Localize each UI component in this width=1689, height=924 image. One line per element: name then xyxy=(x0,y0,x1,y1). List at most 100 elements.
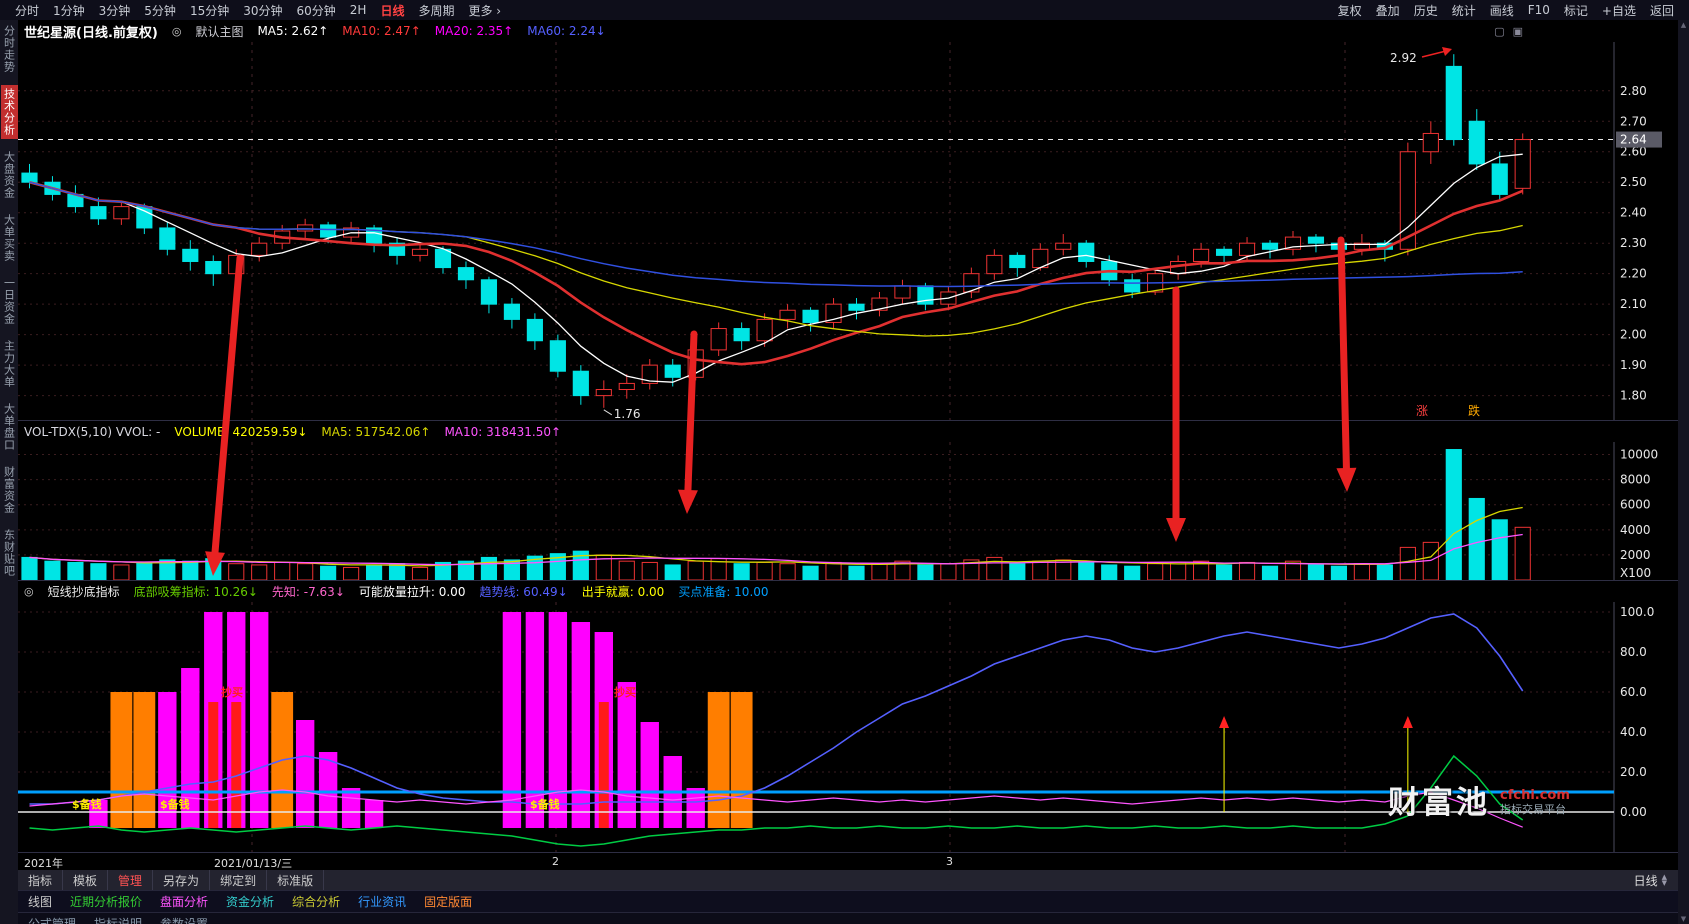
period-menu: 分时 1分钟 3分钟 5分钟 15分钟 30分钟 60分钟 2H 日线 多周期 更多 › xyxy=(8,2,508,19)
right-scrollbar[interactable]: ▲ ▼ xyxy=(1678,20,1689,924)
svg-text:涨: 涨 xyxy=(1416,403,1428,418)
overlay-indicator-icon[interactable]: ◎ xyxy=(171,24,182,38)
period-menu-item[interactable]: 5分钟 xyxy=(144,3,176,18)
svg-text:1.80: 1.80 xyxy=(1620,389,1647,403)
tab-item[interactable]: 绑定到 xyxy=(210,870,268,890)
tab-item[interactable]: 标准版 xyxy=(267,870,325,890)
period-menu-item[interactable]: 15分钟 xyxy=(189,3,230,18)
volume-legend: VOLUME: 420259.59↓ MA5: 517542.06↑ MA10: 3… xyxy=(174,425,561,439)
period-menu-item[interactable]: 60分钟 xyxy=(296,3,336,18)
date-axis[interactable]: 2021年 2021/01/13/三 2 3 xyxy=(18,852,1689,870)
svg-text:2.40: 2.40 xyxy=(1620,206,1647,220)
svg-text:2.10: 2.10 xyxy=(1620,297,1647,311)
toolbar-item[interactable]: 标记 xyxy=(1563,3,1588,18)
ma-legend: MA5: 2.62↑ MA10: 2.47↑ MA20: 2.35↑ MA60: 2.… xyxy=(257,24,605,38)
sidebar-item[interactable]: 大单盘口 xyxy=(2,403,16,451)
svg-text:抄买: 抄买 xyxy=(221,685,243,699)
toolbar-item[interactable]: 画线 xyxy=(1489,3,1514,18)
sidebar-item[interactable]: 大单买卖 xyxy=(2,214,16,262)
maximize-pane-icon[interactable]: ▣ xyxy=(1512,24,1523,38)
period-menu-item[interactable]: 1分钟 xyxy=(53,3,85,18)
period-widget-label: 日线 xyxy=(1633,873,1658,888)
tab-item[interactable]: 指标 xyxy=(18,870,64,890)
toolbar-item[interactable]: 统计 xyxy=(1451,3,1476,18)
toolbar-item[interactable]: F10 xyxy=(1527,3,1550,17)
svg-text:10000: 10000 xyxy=(1620,448,1658,462)
status-link[interactable]: 参数设置 xyxy=(160,917,209,924)
spinner-down-icon[interactable]: ▼ xyxy=(1661,879,1667,887)
svg-text:$备钱: $备钱 xyxy=(72,797,102,811)
stock-title: 世纪星源(日线.前复权) xyxy=(24,25,158,41)
svg-text:2.60: 2.60 xyxy=(1620,145,1647,159)
scroll-down-icon[interactable]: ▼ xyxy=(1680,915,1687,923)
svg-text:8000: 8000 xyxy=(1620,473,1651,487)
volume-indicator-name[interactable]: VOL-TDX(5,10) VVOL: - xyxy=(24,424,161,439)
indicator-chart-canvas[interactable]: 100.0 80.0 60.0 40.0 20.0 0.00 $备钱 $备钱 $备钱 抄买 抄买 xyxy=(18,602,1689,852)
svg-text:2000: 2000 xyxy=(1620,548,1651,562)
period-menu-item[interactable]: 2H xyxy=(349,3,367,17)
sidebar-item[interactable]: 东财贴吧 xyxy=(2,529,16,577)
indicator-legend-item: 出手就赢: 0.00 xyxy=(581,585,665,599)
spinner-up-icon[interactable]: ▲ xyxy=(1661,873,1667,881)
bottom-tab-bar: 指标 模板 管理 另存为 绑定到 标准版 日线 ▲ ▼ xyxy=(18,870,1689,890)
period-menu-item[interactable]: 分时 xyxy=(15,3,40,18)
sidebar-item[interactable]: 主力大单 xyxy=(2,340,16,388)
sidebar-item[interactable]: 一日资金 xyxy=(2,277,16,325)
svg-text:40.0: 40.0 xyxy=(1620,725,1647,739)
status-link[interactable]: 综合分析 xyxy=(292,895,341,909)
svg-text:2.70: 2.70 xyxy=(1620,114,1647,128)
period-menu-item[interactable]: 更多 › xyxy=(468,3,502,18)
scroll-up-icon[interactable]: ▲ xyxy=(1680,21,1687,29)
svg-text:X100: X100 xyxy=(1620,566,1651,580)
status-link[interactable]: 行业资讯 xyxy=(358,895,407,909)
tab-item[interactable]: 管理 xyxy=(108,870,154,890)
toolbar-item[interactable]: 返回 xyxy=(1649,3,1674,18)
status-link[interactable]: 固定版面 xyxy=(424,895,473,909)
restore-pane-icon[interactable]: ▢ xyxy=(1494,24,1505,38)
indicator-name[interactable]: 短线抄底指标 xyxy=(47,585,120,599)
volume-chart-canvas[interactable]: 10000 8000 6000 4000 2000 X100 xyxy=(18,442,1689,580)
sidebar-item[interactable]: 技术分析 xyxy=(0,85,18,139)
tab-item[interactable]: 模板 xyxy=(63,870,109,890)
indicator-legend-item: 买点准备: 10.00 xyxy=(678,585,769,599)
clipped-bottom-bar: 公式管理 指标说明 参数设置 xyxy=(18,912,1689,924)
status-link[interactable]: 盘面分析 xyxy=(160,895,209,909)
indicator-icon[interactable]: ◎ xyxy=(24,585,34,598)
sidebar-item[interactable]: 财富资金 xyxy=(2,466,16,514)
status-link[interactable]: 近期分析报价 xyxy=(70,895,143,909)
svg-text:2.92: 2.92 xyxy=(1390,51,1417,65)
period-widget[interactable]: 日线 ▲ ▼ xyxy=(1634,872,1667,889)
period-spinner[interactable]: ▲ ▼ xyxy=(1661,873,1667,887)
period-menu-item[interactable]: 多周期 xyxy=(418,3,455,18)
date-axis-label: 3 xyxy=(946,855,953,868)
svg-text:2.30: 2.30 xyxy=(1620,236,1647,250)
indicator-pane-header: ◎ 短线抄底指标 底部吸筹指标: 10.26↓ 先知: -7.63↓ 可能放量拉升:… xyxy=(18,580,1689,602)
main-chart-header: 世纪星源(日线.前复权) ◎ 默认主图 MA5: 2.62↑ MA10: 2.47… xyxy=(18,20,1689,42)
status-link[interactable]: 公式管理 xyxy=(28,917,77,924)
tab-items: 指标 模板 管理 另存为 绑定到 标准版 xyxy=(18,870,325,890)
toolbar-item[interactable]: 叠加 xyxy=(1375,3,1400,18)
ma-legend-item: MA60: 2.24↓ xyxy=(527,24,606,38)
status-link[interactable]: 指标说明 xyxy=(94,917,143,924)
period-menu-item[interactable]: 30分钟 xyxy=(243,3,283,18)
ma-legend-item: MA20: 2.35↑ xyxy=(434,24,514,38)
period-menu-item[interactable]: 3分钟 xyxy=(98,3,131,18)
sidebar-item[interactable]: 大盘资金 xyxy=(2,151,16,199)
svg-text:2.20: 2.20 xyxy=(1620,267,1647,281)
volume-legend-item: MA10: 318431.50↑ xyxy=(444,424,562,439)
status-link[interactable]: 线图 xyxy=(28,895,53,909)
app-body: 分时走势技术分析大盘资金大单买卖一日资金主力大单大单盘口财富资金东财贴吧 世纪星… xyxy=(0,20,1689,924)
tab-item[interactable]: 另存为 xyxy=(153,870,211,890)
toolbar-item[interactable]: 复权 xyxy=(1337,3,1362,18)
toolbar-item[interactable]: 历史 xyxy=(1413,3,1438,18)
sidebar-item[interactable]: 分时走势 xyxy=(2,25,16,73)
date-axis-label: 2021/01/13/三 xyxy=(214,857,293,870)
svg-text:1.90: 1.90 xyxy=(1620,358,1647,372)
indicator-legend-item: 可能放量拉升: 0.00 xyxy=(358,585,466,599)
period-menu-item[interactable]: 日线 xyxy=(380,3,405,18)
toolbar-item[interactable]: +自选 xyxy=(1601,3,1636,18)
status-link[interactable]: 资金分析 xyxy=(226,895,275,909)
overlay-label[interactable]: 默认主图 xyxy=(195,24,244,39)
indicator-legend-item: 趋势线: 60.49↓ xyxy=(479,585,568,599)
main-chart-canvas[interactable]: 2.80 2.70 2.60 2.50 2.40 2.30 2.20 2.10 2.00 1.90… xyxy=(18,42,1689,420)
